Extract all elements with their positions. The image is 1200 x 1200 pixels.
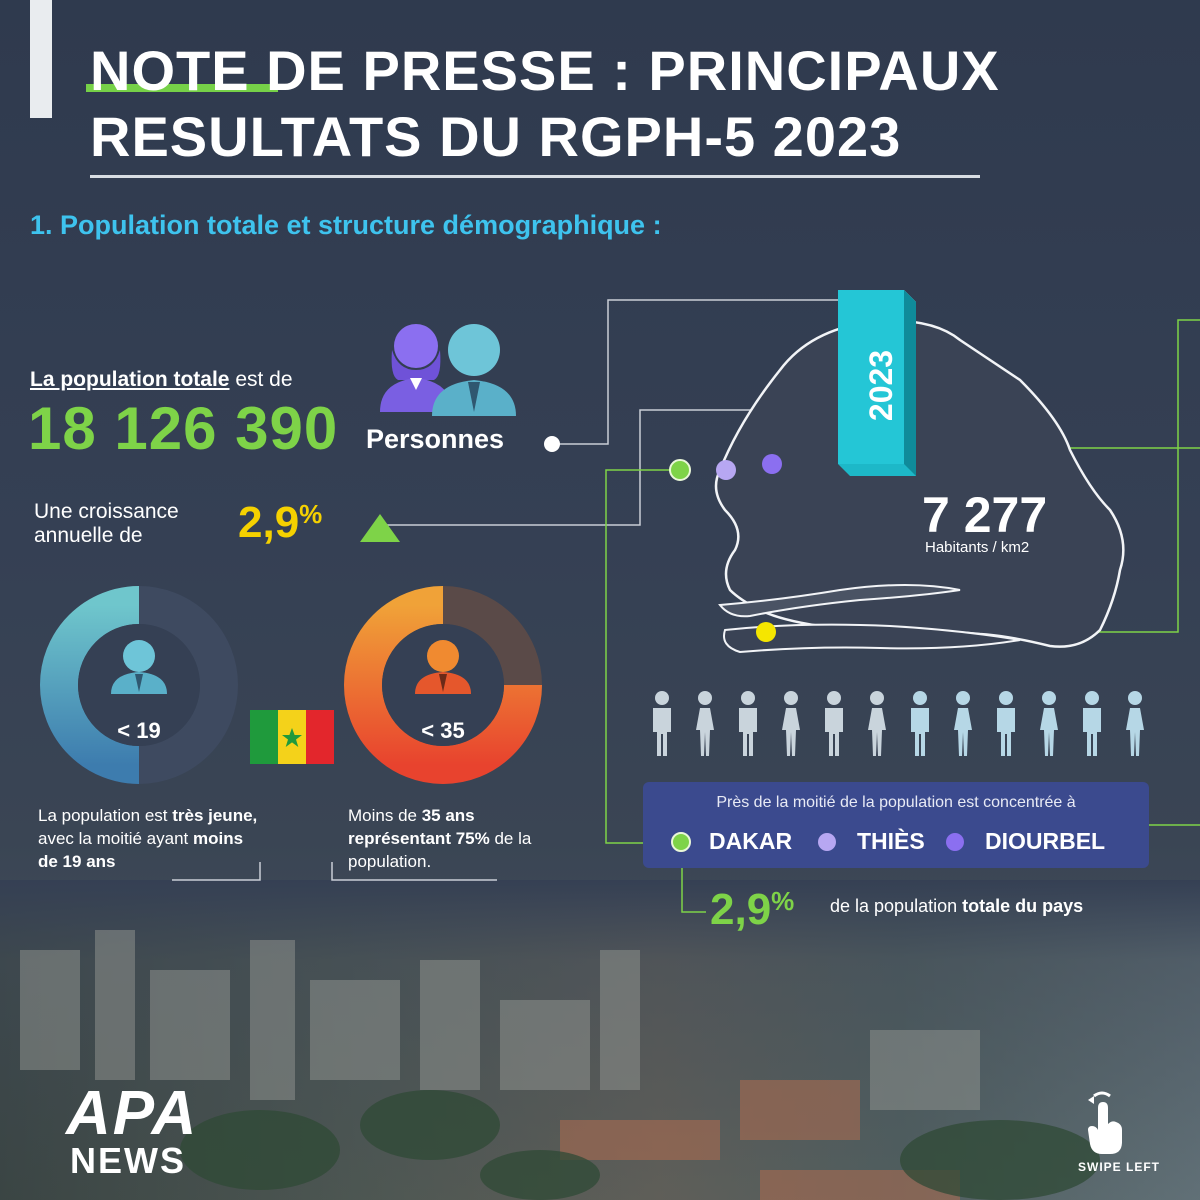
male-person-icon — [911, 691, 929, 756]
donut-under-19 — [40, 586, 238, 784]
male-person-icon — [825, 691, 843, 756]
donut-under-35 — [344, 586, 542, 784]
share-text-part1: de la population — [830, 896, 963, 916]
year-badge-wrap: 2023 — [862, 335, 902, 435]
population-label: La population totale est de — [30, 368, 293, 392]
growth-number: 2,9 — [238, 498, 300, 547]
concentration-title: Près de la moitié de la population est c… — [716, 794, 1076, 811]
note-under-19-bold2: moins de 19 ans — [38, 829, 244, 871]
male-person-icon — [997, 691, 1015, 756]
population-label-strong: La population totale — [30, 368, 230, 391]
people-row-icons — [653, 691, 1144, 756]
note-under-19-part2: avec la moitié ayant — [38, 829, 193, 848]
note-under-35-part1: Moins de — [348, 806, 422, 825]
population-unit: Personnes — [366, 424, 505, 454]
diourbel-dot-icon — [946, 833, 964, 851]
map-dot-ziguinchor — [756, 622, 776, 642]
map-city-dots — [669, 454, 782, 481]
header-accent-bar — [30, 0, 52, 118]
page-title-line-2: RESULTATS DU RGPH-5 2023 — [90, 105, 902, 168]
senegal-map — [714, 319, 1125, 654]
density-unit: Habitants / km2 — [925, 539, 1030, 556]
share-text: de la population totale du pays — [830, 896, 1083, 917]
donut-under-35-label: < 35 — [421, 718, 465, 743]
density-value: 7 277 — [922, 487, 1048, 543]
swipe-left-label[interactable]: SWIPE LEFT — [1078, 1160, 1160, 1174]
concentration-panel: Près de la moitié de la population est c… — [643, 782, 1149, 868]
male-person-icon — [739, 691, 757, 756]
share-value: 2,9% — [710, 885, 794, 935]
year-badge: 2023 — [863, 349, 900, 421]
note-under-19-part1: La population est — [38, 806, 173, 825]
population-label-rest: est de — [229, 368, 293, 391]
title-divider — [90, 175, 980, 178]
people-icon — [380, 324, 516, 416]
note-under-19: La population est très jeune, avec la mo… — [38, 804, 258, 873]
note-under-35: Moins de 35 ans représentant 75% de la p… — [348, 804, 558, 873]
growth-label: Une croissance annuelle de — [34, 500, 179, 547]
page-title-line-1: NOTE DE PRESSE : PRINCIPAUX — [90, 39, 1000, 102]
persons-bullet-dot — [544, 436, 560, 452]
female-person-icon — [1126, 691, 1144, 756]
growth-up-triangle-icon — [360, 514, 400, 542]
note-under-19-bold1: très jeune, — [172, 806, 258, 825]
female-person-icon — [868, 691, 886, 756]
map-dot-thies — [716, 460, 736, 480]
logo-apa: APA — [66, 1079, 199, 1148]
donut-under-35-arc — [344, 586, 542, 784]
logo-news: NEWS — [70, 1140, 186, 1181]
female-person-icon — [696, 691, 714, 756]
map-dot-dakar — [669, 459, 691, 481]
share-number: 2,9 — [710, 885, 772, 934]
city-dakar: DAKAR — [709, 828, 793, 854]
year-column — [838, 290, 916, 476]
donut-under-19-label: < 19 — [117, 718, 161, 743]
senegal-flag-icon — [250, 710, 334, 764]
donut-under-19-arc — [40, 586, 140, 784]
female-person-icon — [782, 691, 800, 756]
female-person-icon — [954, 691, 972, 756]
female-person-icon — [1040, 691, 1058, 756]
map-dot-diourbel — [762, 454, 782, 474]
title-highlight-underline — [86, 84, 278, 92]
note-under-35-bold1: 35 ans représentant 75% — [348, 806, 490, 848]
share-percent-sign: % — [771, 886, 795, 916]
city-diourbel: DIOURBEL — [985, 828, 1106, 854]
thies-dot-icon — [818, 833, 836, 851]
city-thies: THIÈS — [857, 828, 925, 854]
male-person-icon — [1083, 691, 1101, 756]
section-heading: 1. Population totale et structure démogr… — [30, 210, 662, 240]
growth-percent-sign: % — [299, 499, 323, 529]
city-photo-background — [0, 880, 1200, 1200]
growth-value: 2,9% — [238, 498, 322, 548]
male-person-icon — [653, 691, 671, 756]
note-under-35-part2: de la population. — [348, 829, 532, 871]
population-total-value: 18 126 390 — [28, 395, 339, 462]
dakar-dot-icon — [671, 832, 691, 852]
share-text-bold: totale du pays — [962, 896, 1084, 916]
swipe-hand-icon[interactable] — [1080, 1090, 1130, 1156]
